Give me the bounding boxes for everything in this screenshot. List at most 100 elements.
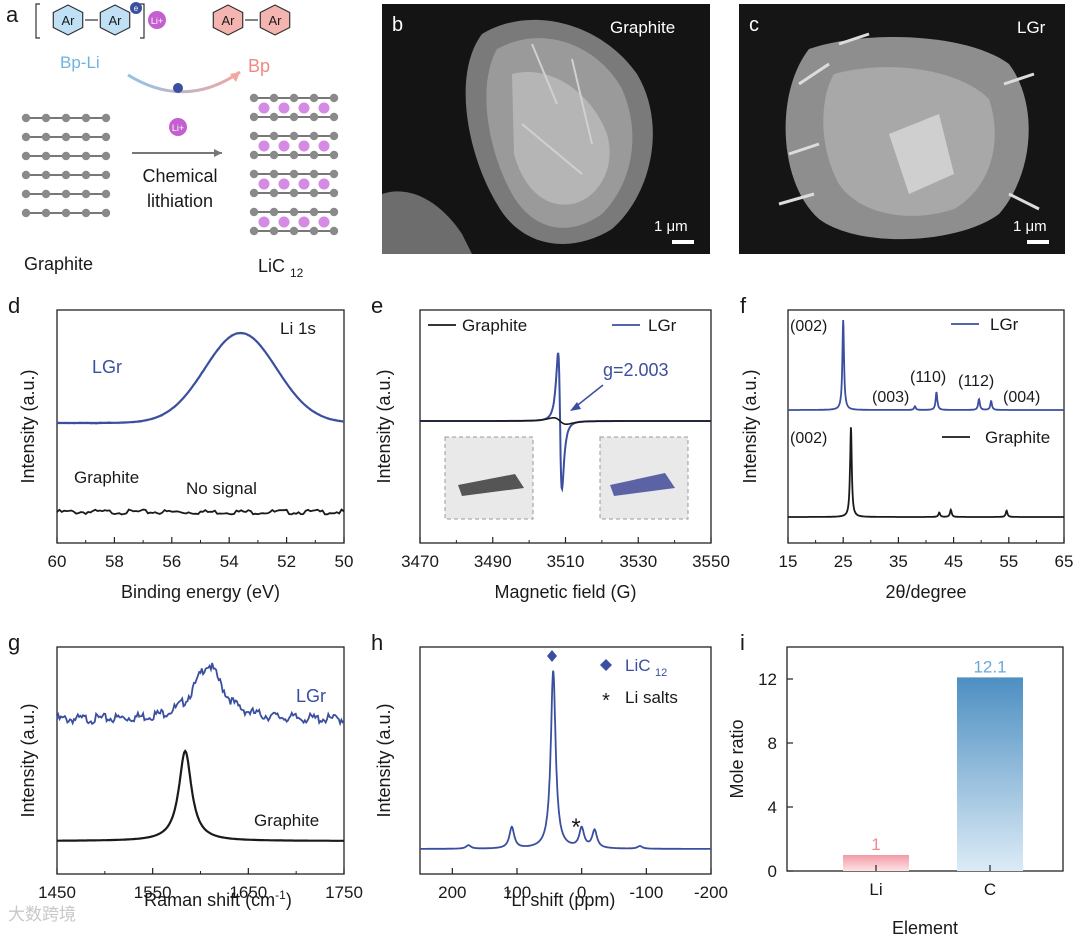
label-chemical: Chemical [142,166,217,186]
carbon-atom [289,112,299,122]
carbon-atom [269,207,279,217]
carbon-atom [101,189,111,199]
sem-graphite-particle [382,4,710,254]
carbon-atom [249,188,259,198]
sem-lgr-particle [739,4,1065,254]
legend-graphite: Graphite [985,428,1050,447]
label-graphite: Graphite [74,468,139,487]
carbon-atom [81,132,91,142]
bracket [35,3,145,39]
carbon-atom [81,170,91,180]
series-lgr-fit [57,331,345,425]
carbon-atom [249,112,259,122]
charts-layer: 60 58 56 54 52 50 d Binding energy (eV) Intensit… [8,293,1073,938]
carbon-atom [329,226,339,236]
li-atom [298,140,310,152]
x-tick-label: 3490 [474,552,512,571]
carbon-atom [289,131,299,141]
series-lgr-raw [56,332,344,425]
y-axis-label: Intensity (a.u.) [374,369,394,483]
scale-bar [1027,240,1049,244]
watermark-text: 大数跨境 [8,905,76,925]
li-atom [318,178,330,190]
x-tick-label: 3510 [547,552,585,571]
transfer-arrowhead [230,72,240,82]
li-atom [278,102,290,114]
series-graphite-epr [420,417,711,425]
li-atom [298,216,310,228]
panel-letter-e: e [371,293,383,318]
legend-lgr: LGr [990,315,1019,334]
carbon-atom [289,226,299,236]
li-atom [258,216,270,228]
sem-label-lgr: LGr [1017,18,1046,37]
carbon-atom [309,93,319,103]
carbon-atom [249,93,259,103]
li-ion [148,11,166,29]
x-axis-label: 7Li shift (ppm) [505,888,616,910]
carbon-atom [21,170,31,180]
carbon-atom [61,151,71,161]
asterisk-marker: * [571,814,580,841]
carbon-atom [249,207,259,217]
x-tick-label: 200 [438,883,466,902]
label-bp: Bp [248,56,270,76]
carbon-atom [309,112,319,122]
x-tick-label: 1550 [134,883,172,902]
li-atom [278,140,290,152]
annotation-arrow [573,384,604,409]
scale-bar-label: 1 μm [1013,218,1047,235]
carbon-atom [289,150,299,160]
peak-label: (002) [790,318,827,335]
x-tick-label: Li [869,880,882,899]
sem-image-lgr: c LGr 1 μm [739,4,1065,254]
carbon-atom [269,112,279,122]
carbon-atom [269,150,279,160]
carbon-atom [309,150,319,160]
carbon-atom [81,208,91,218]
electron-label: e [134,4,139,13]
y-axis-label: Intensity (a.u.) [18,369,38,483]
label-lithiation: lithiation [147,191,213,211]
carbon-atom [289,207,299,217]
lithiation-arrowhead [214,149,222,157]
li-ion-2-label: Li+ [172,123,184,133]
carbon-atom [289,93,299,103]
carbon-atom [269,188,279,198]
carbon-atom [329,207,339,217]
series-nmr [420,670,711,850]
sem-image-graphite: b Graphite 1 μm [382,4,710,254]
label-bp-li: Bp-Li [60,53,100,72]
series-graphite-xrd [788,427,1064,518]
legend-asterisk: * [602,690,610,712]
x-tick-label: 65 [1055,552,1074,571]
x-tick-label: 3550 [692,552,730,571]
carbon-atom [21,113,31,123]
legend-graphite: Graphite [462,316,527,335]
sem-label-graphite: Graphite [610,18,676,37]
ring-ar-1 [52,4,84,36]
carbon-atom [249,169,259,179]
carbon-atom [61,113,71,123]
bar-c [957,677,1023,871]
legend-lic12-sub: 12 [655,667,667,679]
y-tick-label: 4 [768,798,777,817]
scale-bar [672,240,694,244]
x-tick-label: 54 [220,552,239,571]
carbon-atom [309,226,319,236]
x-tick-label: -200 [694,883,728,902]
y-axis-label: Intensity (a.u.) [18,703,38,817]
carbon-atom [329,131,339,141]
carbon-atom [101,151,111,161]
series-graphite-raman [57,749,344,842]
ring-ar-2-label: Ar [109,13,123,28]
y-axis-label: Intensity (a.u.) [374,703,394,817]
ring-ar-3 [212,4,244,36]
x-axis-label-sup: -1 [275,888,286,902]
carbon-atom [61,208,71,218]
carbon-atom [309,169,319,179]
x-axis-label: Binding energy (eV) [121,582,280,602]
carbon-atom [309,188,319,198]
x-tick-label: 50 [335,552,354,571]
bar-value-label: 12.1 [973,657,1006,676]
